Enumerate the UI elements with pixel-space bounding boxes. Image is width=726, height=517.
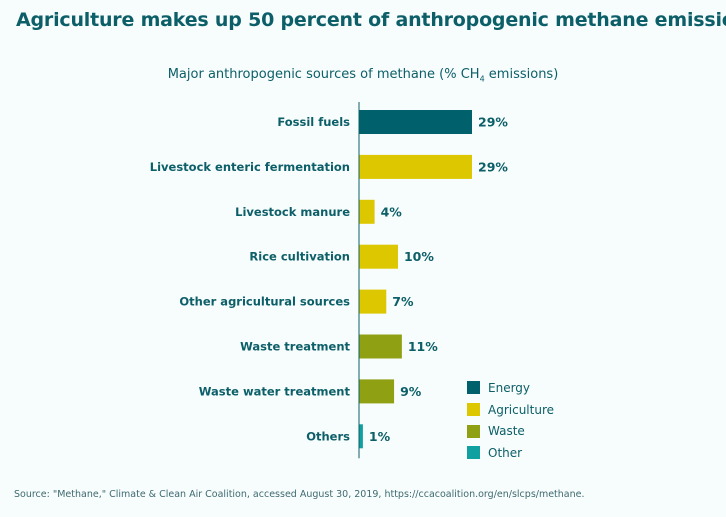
subtitle-suffix: emissions) <box>484 67 559 82</box>
chart-subtitle: Major anthropogenic sources of methane (… <box>0 67 726 84</box>
bar-livestock-enteric-fermentation <box>359 154 472 179</box>
bar-rice-cultivation <box>359 244 398 269</box>
legend-swatch-agriculture <box>467 403 480 417</box>
legend-item-other: Other <box>467 442 554 464</box>
legend-item-waste: Waste <box>467 420 554 442</box>
legend-swatch-waste <box>467 424 480 438</box>
category-label-livestock-manure: Livestock manure <box>235 205 350 219</box>
value-label-waste-treatment: 11% <box>408 339 438 354</box>
bar-other-agricultural-sources <box>359 289 387 314</box>
value-label-other-agricultural-sources: 7% <box>392 294 414 309</box>
category-label-others: Others <box>306 429 350 443</box>
value-label-livestock-manure: 4% <box>381 204 403 219</box>
chart-title: Agriculture makes up 50 percent of anthr… <box>16 9 726 31</box>
value-label-others: 1% <box>369 429 391 444</box>
legend-swatch-energy <box>467 381 480 395</box>
category-label-waste-treatment: Waste treatment <box>240 340 350 354</box>
category-label-fossil-fuels: Fossil fuels <box>277 115 350 129</box>
category-label-other-agricultural-sources: Other agricultural sources <box>179 295 350 309</box>
bar-fossil-fuels <box>359 110 472 134</box>
legend-label-energy: Energy <box>488 380 531 395</box>
value-label-fossil-fuels: 29% <box>478 115 508 130</box>
subtitle-prefix: Major anthropogenic sources of methane (… <box>167 67 480 82</box>
legend-label-waste: Waste <box>488 424 525 439</box>
legend-swatch-other <box>467 446 480 460</box>
bar-waste-water-treatment <box>359 379 395 404</box>
legend-item-energy: Energy <box>467 377 554 399</box>
bar-livestock-manure <box>359 199 375 224</box>
category-label-livestock-enteric-fermentation: Livestock enteric fermentation <box>150 160 350 174</box>
chart-legend: Energy Agriculture Waste Other <box>467 377 554 464</box>
value-label-livestock-enteric-fermentation: 29% <box>478 159 508 174</box>
subtitle-subscript: 4 <box>479 74 485 84</box>
value-label-waste-water-treatment: 9% <box>400 384 422 399</box>
bar-others <box>359 424 363 449</box>
source-note: Source: "Methane," Climate & Clean Air C… <box>14 489 585 500</box>
category-label-waste-water-treatment: Waste water treatment <box>199 384 351 398</box>
category-label-rice-cultivation: Rice cultivation <box>249 250 350 264</box>
legend-item-agriculture: Agriculture <box>467 399 554 421</box>
legend-label-agriculture: Agriculture <box>488 402 554 417</box>
value-label-rice-cultivation: 10% <box>404 249 434 264</box>
legend-label-other: Other <box>488 445 523 460</box>
bar-waste-treatment <box>359 334 402 359</box>
